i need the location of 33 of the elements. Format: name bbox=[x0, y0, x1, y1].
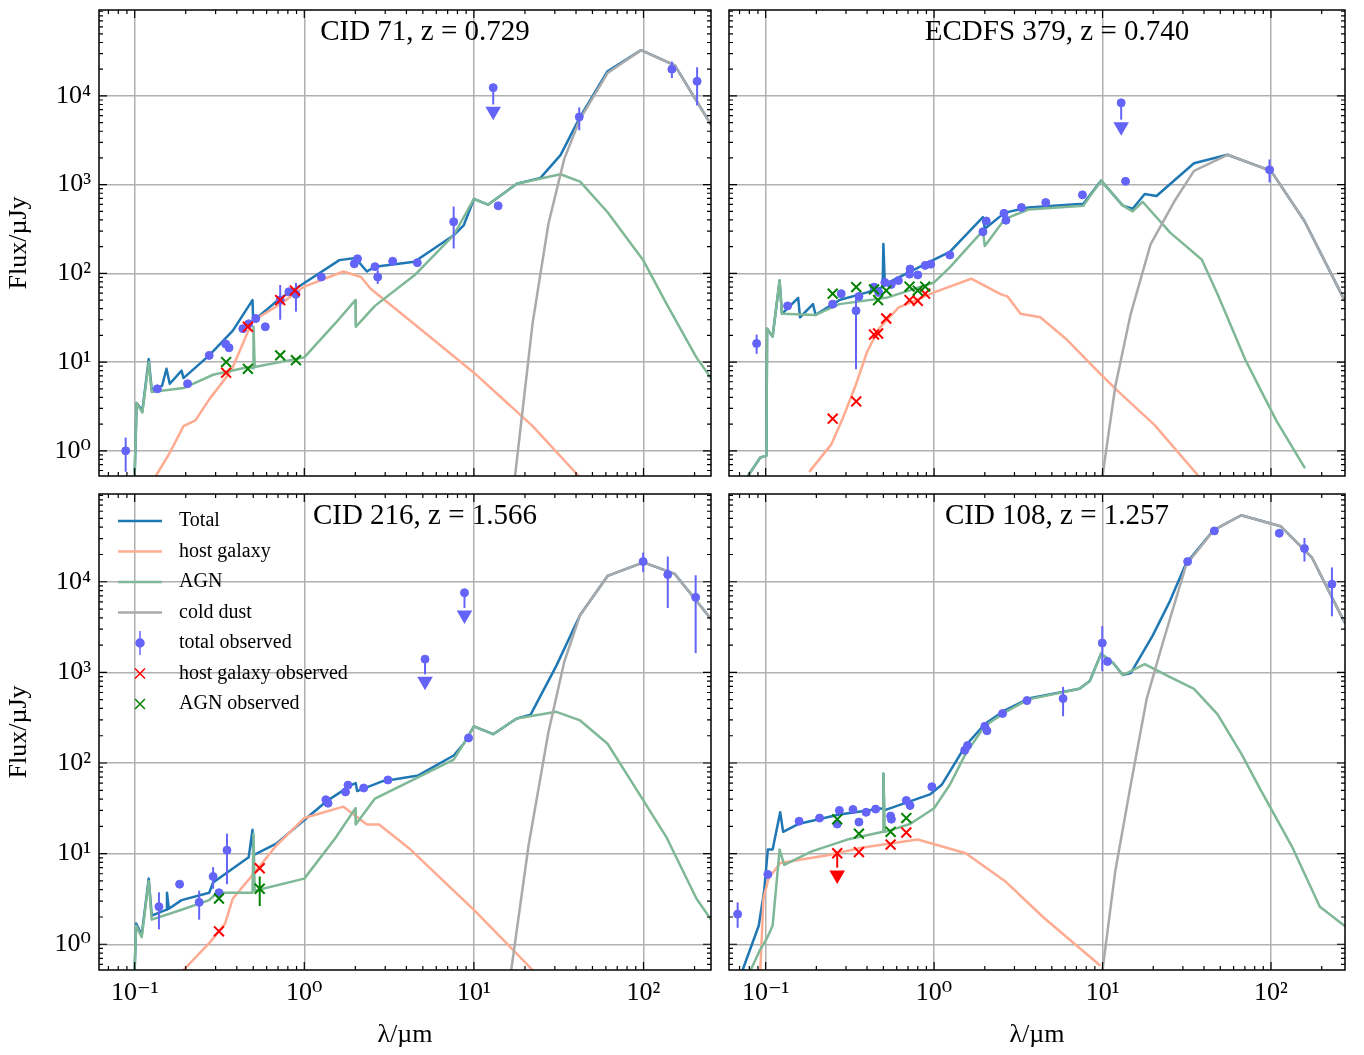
y-tick-label: 10² bbox=[57, 257, 92, 287]
y-tick-label: 10³ bbox=[57, 656, 92, 686]
legend-label: total observed bbox=[179, 630, 292, 653]
x-tick-label: 10¹ bbox=[1085, 977, 1120, 1007]
chart-title: ECDFS 379, z = 0.740 bbox=[924, 14, 1190, 47]
x-axis-title: λ/µm bbox=[1009, 1019, 1065, 1049]
chart-title: CID 71, z = 0.729 bbox=[320, 14, 530, 47]
x-tick-label: 10⁰ bbox=[286, 977, 323, 1007]
legend-label: cold dust bbox=[179, 599, 253, 622]
y-tick-label: 10² bbox=[57, 746, 92, 776]
y-tick-label: 10¹ bbox=[57, 345, 91, 375]
x-tick-label: 10⁰ bbox=[915, 977, 953, 1007]
x-tick-label: 10⁻¹ bbox=[741, 977, 790, 1007]
y-axis-title: Flux/µJy bbox=[3, 685, 33, 779]
x-tick-label: 10⁻¹ bbox=[110, 977, 159, 1007]
y-tick-label: 10⁴ bbox=[55, 565, 91, 595]
legend-label: host galaxy bbox=[179, 538, 271, 562]
chart-title: CID 108, z = 1.257 bbox=[944, 498, 1170, 531]
y-tick-label: 10³ bbox=[57, 168, 92, 198]
y-axis-title: Flux/µJy bbox=[3, 196, 33, 290]
y-tick-label: 10⁴ bbox=[55, 79, 91, 109]
chart-title: CID 216, z = 1.566 bbox=[312, 498, 538, 531]
legend-label: AGN observed bbox=[179, 691, 300, 714]
x-axis-title: λ/µm bbox=[377, 1019, 433, 1049]
y-tick-label: 10⁰ bbox=[54, 434, 91, 464]
legend-label: AGN bbox=[179, 569, 223, 592]
x-tick-label: 10² bbox=[626, 977, 661, 1007]
legend-label: host galaxy observed bbox=[179, 660, 348, 684]
x-tick-label: 10¹ bbox=[457, 977, 491, 1007]
y-tick-label: 10¹ bbox=[57, 837, 91, 867]
x-tick-label: 10² bbox=[1254, 977, 1289, 1007]
y-tick-label: 10⁰ bbox=[54, 928, 91, 958]
legend-label: Total bbox=[179, 508, 221, 531]
